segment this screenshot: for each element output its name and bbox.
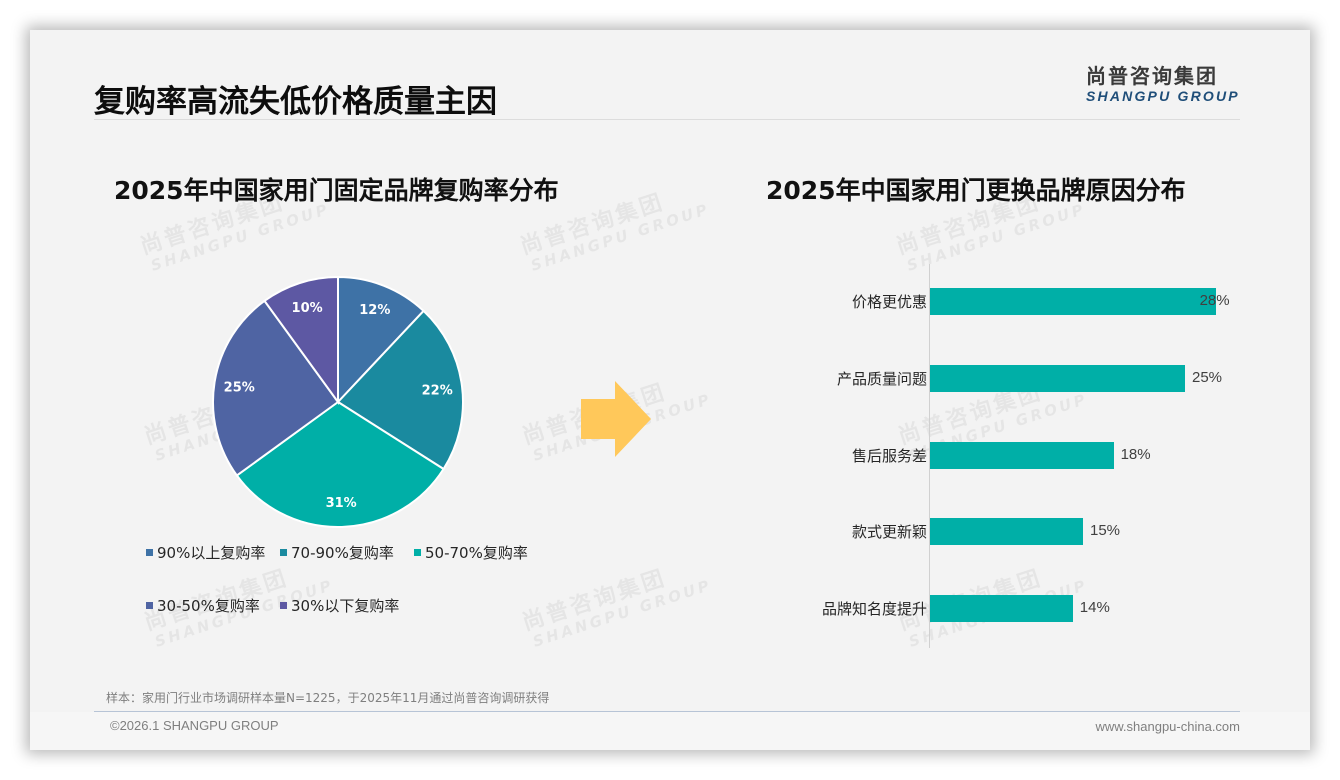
title-divider (94, 119, 1240, 120)
legend-item: 70-90%复购率 (280, 542, 394, 563)
pie-slice (235, 400, 445, 528)
pie-slice-label: 10% (292, 301, 323, 316)
bar-value-label: 28% (1199, 292, 1230, 309)
pie-slice-label: 25% (224, 380, 255, 395)
footer-divider (94, 711, 1240, 712)
slide: 尚普咨询集团 SHANGPU GROUP 尚普咨询集团 SHANGPU GROUP … (30, 30, 1310, 750)
legend-label: 70-90%复购率 (291, 544, 394, 562)
legend-label: 30%以下复购率 (291, 597, 400, 615)
legend-label: 50-70%复购率 (425, 544, 528, 562)
logo-en-text: SHANGPU GROUP (1086, 88, 1240, 104)
legend-item: 50-70%复购率 (414, 542, 528, 563)
bar-category-label: 品牌知名度提升 (821, 600, 927, 618)
legend-swatch-icon (280, 602, 287, 609)
pie-slice-label: 22% (422, 383, 453, 398)
bar (930, 442, 1114, 469)
pie-chart: 12% 22% 31% 25% 10% (212, 275, 464, 528)
legend-swatch-icon (146, 602, 153, 609)
bar-value-label: 18% (1120, 446, 1151, 463)
pie-slice-label: 12% (359, 303, 390, 318)
bar-category-label: 产品质量问题 (836, 370, 927, 388)
legend-swatch-icon (146, 549, 153, 556)
bar-category-label: 价格更优惠 (851, 293, 927, 311)
page-title: 复购率高流失低价格质量主因 (94, 84, 497, 120)
bar (930, 595, 1073, 622)
legend-swatch-icon (280, 549, 287, 556)
pie-slice (336, 309, 464, 471)
bar-value-label: 14% (1079, 599, 1110, 616)
pie-slice-label: 31% (326, 496, 357, 511)
legend-item: 90%以上复购率 (146, 542, 265, 563)
bar-row: 售后服务差 18% (30, 442, 1310, 470)
pie-slice (212, 299, 340, 477)
bar-row: 品牌知名度提升 14% (30, 595, 1310, 623)
bar (930, 365, 1185, 392)
legend-item: 30%以下复购率 (280, 595, 399, 616)
bar-category-label: 售后服务差 (851, 447, 927, 465)
bar-chart-title: 2025年中国家用门更换品牌原因分布 (766, 176, 1186, 205)
pie-slice (337, 275, 425, 405)
bar-row: 价格更优惠 28% (30, 288, 1310, 316)
copyright-text: ©2026.1 SHANGPU GROUP (110, 718, 279, 733)
website-link[interactable]: www.shangpu-china.com (1095, 719, 1240, 734)
legend-label: 30-50%复购率 (157, 597, 260, 615)
legend-swatch-icon (414, 549, 421, 556)
bar-chart-axis (929, 264, 930, 648)
legend-item: 30-50%复购率 (146, 595, 260, 616)
logo-cn-text: 尚普咨询集团 (1086, 64, 1218, 88)
arrow-right-icon (581, 381, 651, 457)
footer-bar (30, 712, 1310, 750)
legend-label: 90%以上复购率 (157, 544, 266, 562)
bar-category-label: 款式更新颖 (851, 523, 927, 541)
company-logo: 尚普咨询集团 SHANGPU GROUP (1086, 64, 1242, 104)
bar-value-label: 25% (1192, 369, 1223, 386)
bar-row: 产品质量问题 25% (30, 365, 1310, 393)
pie-chart-title: 2025年中国家用门固定品牌复购率分布 (114, 176, 559, 205)
bar-value-label: 15% (1090, 522, 1121, 539)
bar (930, 288, 1216, 315)
bar (930, 518, 1083, 545)
pie-slice (263, 275, 339, 406)
sample-note: 样本：家用门行业市场调研样本量N=1225，于2025年11月通过尚普咨询调研获… (106, 691, 550, 705)
bar-row: 款式更新颖 15% (30, 518, 1310, 546)
